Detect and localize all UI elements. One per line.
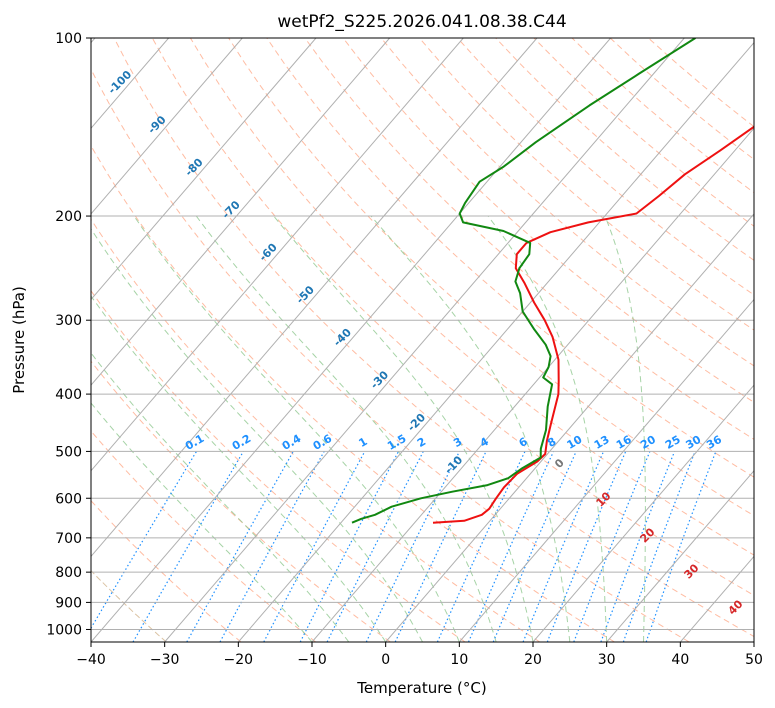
- moist-adiabat-line: [487, 215, 608, 642]
- isotherm-line: [532, 384, 754, 642]
- isotherm-line: [91, 38, 391, 386]
- y-tick-label: 900: [55, 595, 82, 611]
- mixing-ratio-line: [522, 451, 605, 642]
- isotherm-line: [606, 469, 754, 642]
- moist-adiabat-line: [370, 215, 571, 642]
- y-tick-label: 600: [55, 491, 82, 507]
- x-axis-ticks: −40 −30 −20 −10 0 10 20 30 40 50: [76, 642, 763, 668]
- x-tick-label: 50: [745, 652, 763, 668]
- y-tick-label: 800: [55, 565, 82, 581]
- isotherm-line: [237, 41, 754, 642]
- y-tick-label: 300: [55, 313, 82, 329]
- y-tick-label: 200: [55, 209, 82, 225]
- mixing-ratio-line: [622, 451, 696, 642]
- dry-adiabat-line: [189, 38, 754, 556]
- y-axis-label: Pressure (hPa): [10, 286, 28, 394]
- y-tick-label: 100: [55, 31, 82, 47]
- isotherm-line: [311, 127, 754, 642]
- x-tick-label: −30: [150, 652, 180, 668]
- y-axis-ticks: 100 200 300 400 500 600 700 800 900 1000: [46, 31, 91, 638]
- mixing-ratio-line: [573, 451, 651, 642]
- dry-adiabat-line: [151, 38, 754, 596]
- mixing-ratio-line: [326, 451, 424, 642]
- dry-adiabat-line: [228, 38, 754, 517]
- dewpoint-line: [351, 38, 696, 524]
- profile-series: [351, 38, 754, 524]
- x-tick-label: 20: [524, 652, 542, 668]
- x-tick-label: 0: [381, 652, 390, 668]
- mixing-ratio-line: [600, 451, 676, 642]
- dry-adiabat-line: [91, 500, 242, 642]
- dry-adiabat-line: [342, 38, 754, 403]
- isotherm-line: [91, 38, 538, 558]
- mixing-ratio-line: [467, 451, 555, 642]
- moist-adiabat-line: [604, 215, 646, 642]
- mixing-ratio-line: [263, 451, 366, 642]
- plot-frame: [90, 37, 755, 643]
- dry-adiabat-line: [113, 38, 754, 638]
- x-tick-label: −10: [297, 652, 327, 668]
- moist-adiabat-line: [273, 215, 534, 642]
- dry-adiabat-line: [91, 144, 615, 642]
- x-tick-label: −20: [224, 652, 254, 668]
- dry-adiabat-line: [91, 68, 690, 642]
- x-tick-label: 40: [671, 652, 689, 668]
- y-tick-label: 700: [55, 531, 82, 547]
- moist-adiabat-line: [91, 227, 423, 642]
- x-tick-label: 10: [450, 652, 468, 668]
- temperature-line: [432, 125, 754, 524]
- isotherm-line: [91, 38, 464, 472]
- isotherm-line: [91, 38, 317, 301]
- dry-adiabat-line: [266, 38, 754, 478]
- isotherm-line: [164, 38, 685, 642]
- isotherm-line: [385, 213, 754, 642]
- mixing-ratio-line: [219, 451, 325, 642]
- background-lines: [91, 38, 754, 642]
- chart-title: wetPf2_S225.2026.041.08.38.C44: [277, 12, 566, 32]
- y-tick-label: 500: [55, 444, 82, 460]
- dry-adiabat-line: [91, 218, 541, 642]
- moist-adiabat-line: [195, 215, 497, 642]
- dry-adiabat-line: [304, 38, 754, 440]
- dry-adiabat-line: [91, 360, 391, 642]
- moist-adiabat-line: [133, 215, 460, 642]
- x-axis-label: Temperature (°C): [356, 679, 486, 697]
- moist-adiabat-line: [91, 295, 387, 642]
- x-tick-label: −40: [76, 652, 106, 668]
- dry-adiabat-line: [91, 289, 466, 642]
- mixing-ratio-line: [546, 451, 627, 642]
- y-tick-label: 1000: [46, 622, 82, 638]
- dry-adiabat-line: [91, 430, 317, 642]
- isotherm-line: [458, 298, 754, 642]
- isotherm-line: [91, 38, 612, 642]
- mixing-ratio-line: [186, 451, 294, 642]
- mixing-ratio-line: [645, 451, 717, 642]
- isotherm-line: [91, 38, 243, 215]
- moist-adiabat-line: [91, 402, 313, 642]
- x-tick-label: 30: [598, 652, 616, 668]
- y-tick-label: 400: [55, 387, 82, 403]
- grid-lines: [91, 38, 754, 642]
- dry-adiabat-line: [457, 38, 754, 296]
